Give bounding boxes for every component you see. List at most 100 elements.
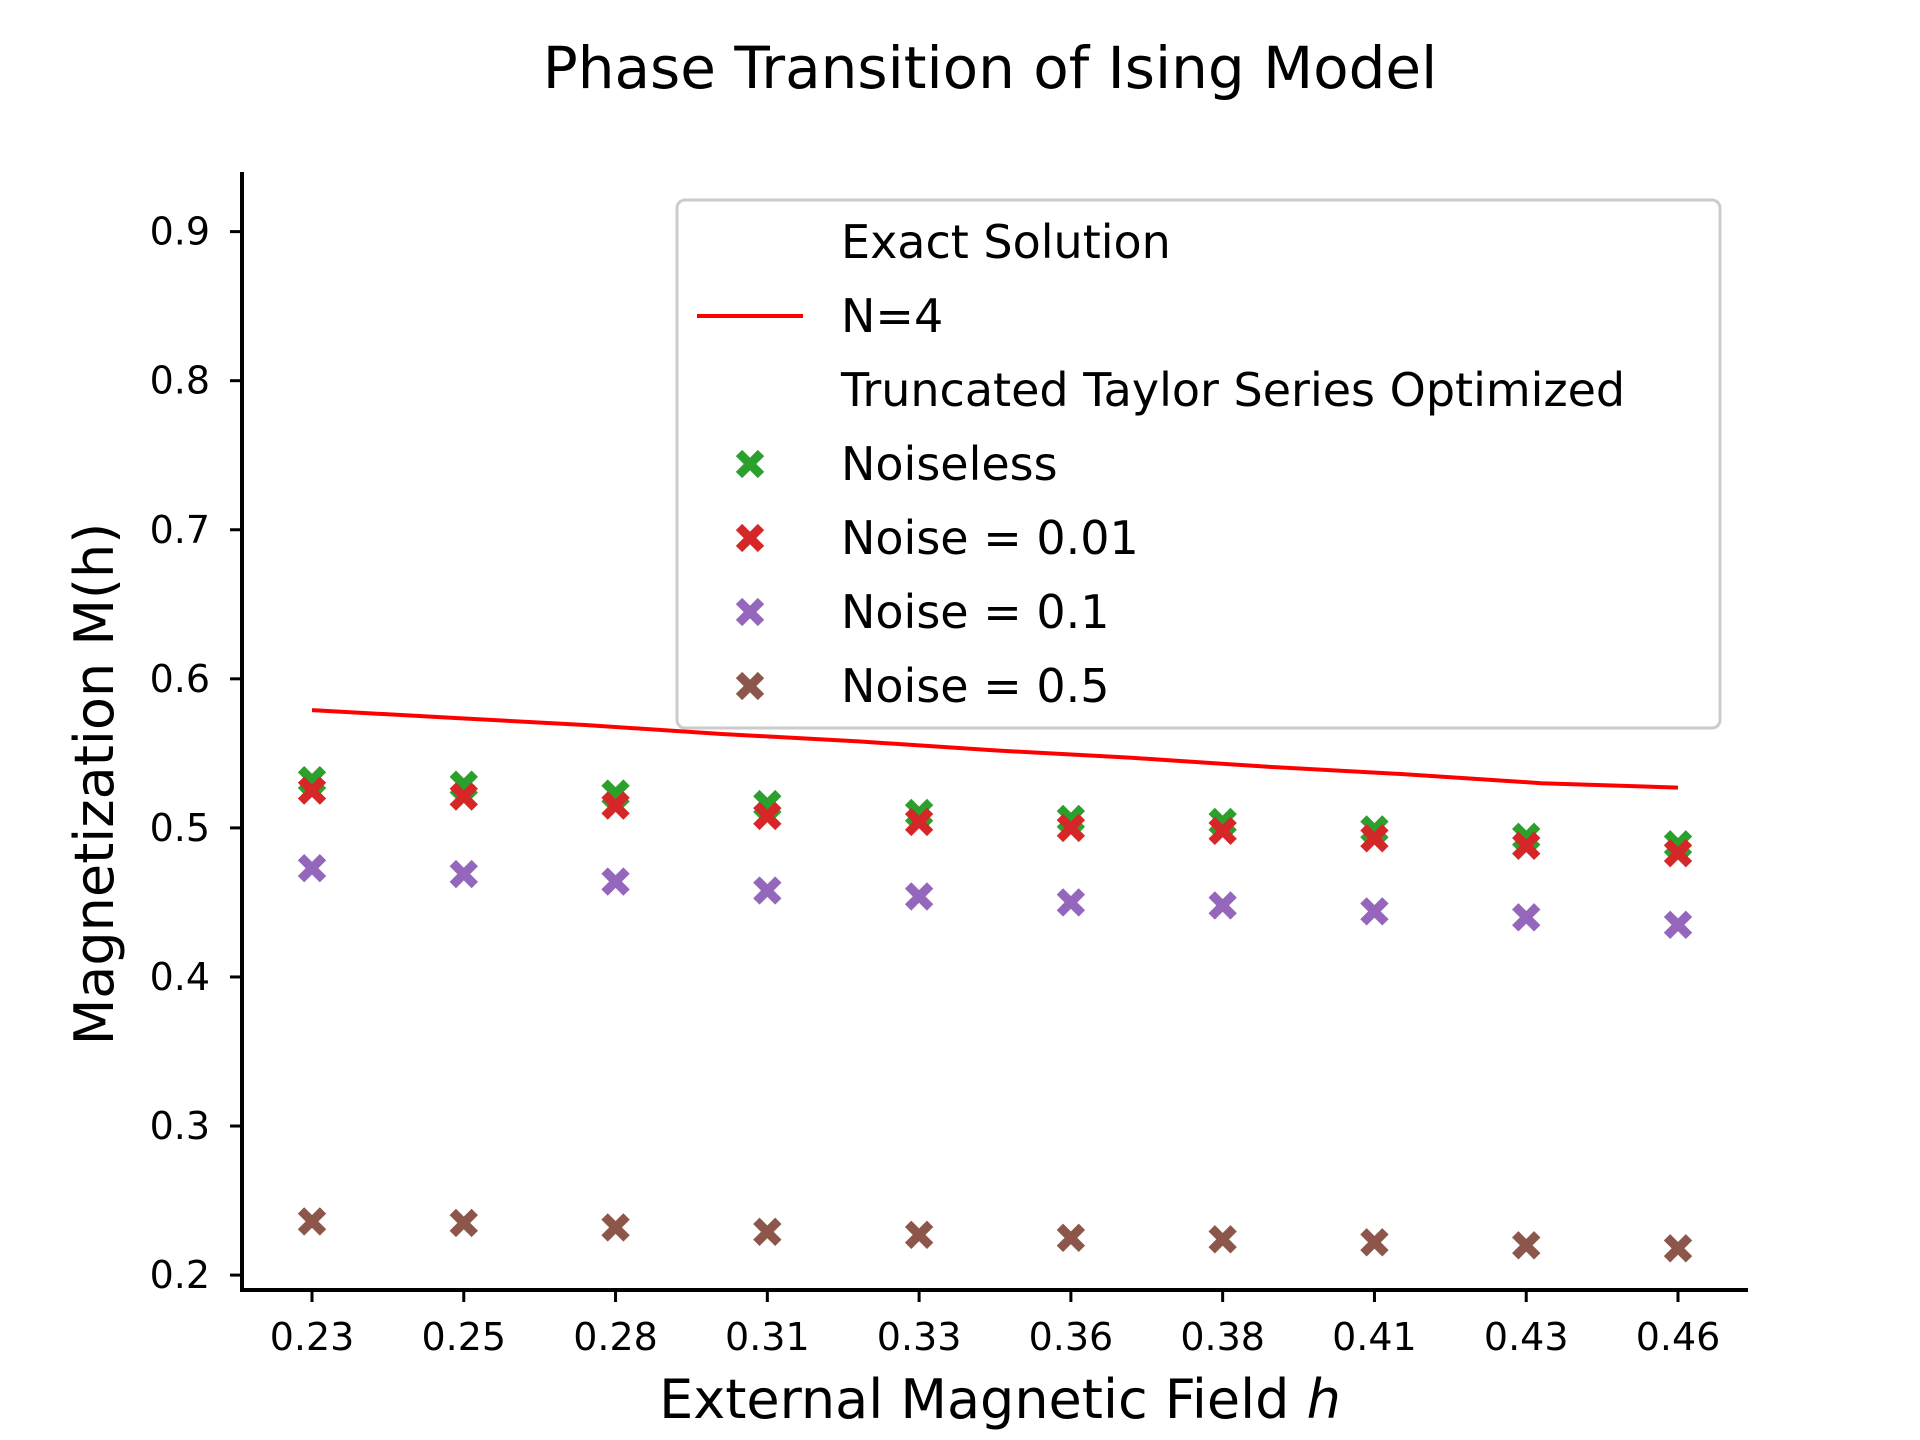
scatter-point-series-1 <box>904 807 934 837</box>
scatter-point-series-1-stroke-b <box>1056 813 1086 843</box>
scatter-point-series-3-stroke-b <box>1663 1234 1693 1263</box>
x-tick-label: 0.23 <box>270 1315 355 1359</box>
scatter-point-series-2-stroke-b <box>753 876 782 905</box>
series-line-n4 <box>311 708 1679 790</box>
scatter-point-series-1 <box>1360 824 1389 853</box>
scatter-point-series-3-stroke-b <box>1360 1228 1389 1257</box>
scatter-point-series-2 <box>1360 897 1389 926</box>
legend-marker-swatch <box>735 671 765 701</box>
x-axis-ticks: 0.23 0.25 0.28 0.31 0.33 0.36 0.38 0.41 0.43 0.46 <box>270 1290 1721 1359</box>
scatter-point-series-3 <box>1208 1225 1237 1254</box>
scatter-point-series-2 <box>1512 903 1541 932</box>
scatter-point-series-3 <box>601 1213 630 1242</box>
scatter-point-series-2-stroke-b <box>1360 897 1389 926</box>
y-tick-label: 0.3 <box>150 1104 210 1148</box>
scatter-point-series-3 <box>904 1220 934 1250</box>
y-tick-label: 0.2 <box>150 1253 210 1297</box>
legend-group-header: Truncated Taylor Series Optimized <box>840 363 1625 417</box>
legend-marker-swatch <box>735 523 765 553</box>
scatter-point-series-2 <box>1056 888 1086 917</box>
scatter-point-series-3-stroke-b <box>601 1213 630 1242</box>
legend-marker-swatch <box>735 597 765 627</box>
scatter-point-series-2 <box>753 876 782 905</box>
x-axis-label-var: h <box>1307 1368 1341 1431</box>
scatter-point-series-1-stroke-b <box>753 801 782 831</box>
scatter-point-series-3-stroke-b <box>449 1208 478 1238</box>
scatter-point-series-1 <box>601 791 630 820</box>
chart-title: Phase Transition of Ising Model <box>543 34 1437 102</box>
scatter-point-series-3 <box>297 1207 327 1236</box>
y-tick-label: 0.5 <box>150 806 210 850</box>
scatter-point-series-3 <box>753 1217 782 1247</box>
scatter-point-series-1-stroke-b <box>1663 839 1693 868</box>
scatter-point-series-3 <box>449 1208 478 1238</box>
scatter-point-series-3-stroke-b <box>1208 1225 1237 1254</box>
scatter-point-series-2-stroke-b <box>1056 888 1086 917</box>
scatter-point-series-1 <box>1512 831 1541 860</box>
scatter-point-series-3-stroke-b <box>1056 1223 1086 1253</box>
scatter-point-series-2 <box>1663 910 1693 939</box>
x-tick-label: 0.43 <box>1484 1315 1569 1359</box>
scatter-point-series-2-stroke-b <box>1663 910 1693 939</box>
scatter-point-series-1 <box>449 782 478 811</box>
scatter-point-series-1 <box>1056 813 1086 843</box>
legend-entry-label: Noise = 0.5 <box>841 659 1110 713</box>
x-tick-label: 0.28 <box>573 1315 658 1359</box>
scatter-point-series-1-stroke-b <box>1208 816 1237 846</box>
scatter-point-series-3-stroke-b <box>1512 1231 1541 1260</box>
scatter-point-series-2-stroke-b <box>1208 891 1237 920</box>
scatter-point-series-1 <box>753 801 782 831</box>
x-tick-label: 0.33 <box>877 1315 962 1359</box>
scatter-point-series-1-stroke-b <box>904 807 934 837</box>
scatter-point-series-2 <box>601 867 630 896</box>
scatter-point-series-3 <box>1360 1228 1389 1257</box>
scatter-point-series-1 <box>297 776 327 805</box>
legend-group-header: Exact Solution <box>841 215 1171 269</box>
x-tick-label: 0.25 <box>421 1315 506 1359</box>
y-tick-label: 0.6 <box>150 657 210 701</box>
x-tick-label: 0.41 <box>1332 1315 1417 1359</box>
scatter-point-series-3-stroke-b <box>297 1207 327 1236</box>
y-tick-label: 0.4 <box>150 955 210 999</box>
legend: Exact Solution N=4 Truncated Taylor Series… <box>675 198 1722 730</box>
scatter-point-series-3 <box>1056 1223 1086 1253</box>
scatter-point-series-1-stroke-b <box>449 782 478 811</box>
x-tick-label: 0.31 <box>725 1315 810 1359</box>
legend-marker-swatch-stroke-b <box>735 523 765 553</box>
legend-marker-swatch-stroke-b <box>735 671 765 701</box>
scatter-point-series-3 <box>1512 1231 1541 1260</box>
scatter-point-series-2-stroke-b <box>297 853 327 883</box>
scatter-point-series-2-stroke-b <box>601 867 630 896</box>
scatter-point-series-1-stroke-b <box>1360 824 1389 853</box>
x-tick-label: 0.36 <box>1029 1315 1114 1359</box>
scatter-point-series-2 <box>1208 891 1237 920</box>
legend-entry-label: Noise = 0.01 <box>841 511 1139 565</box>
scatter-point-series-2 <box>449 859 478 889</box>
legend-marker-swatch-stroke-b <box>735 597 765 627</box>
x-axis-label: External Magnetic Field h <box>659 1368 1341 1431</box>
scatter-point-series-2-stroke-b <box>904 882 934 911</box>
legend-frame <box>675 198 1722 730</box>
legend-entry-label: Noiseless <box>841 437 1058 491</box>
scatter-point-series-1 <box>1208 816 1237 846</box>
scatter-point-series-1-stroke-b <box>601 791 630 820</box>
x-tick-label: 0.46 <box>1636 1315 1721 1359</box>
legend-entry-label: Noise = 0.1 <box>841 585 1110 639</box>
scatter-point-series-1-stroke-b <box>1512 831 1541 860</box>
scatter-point-series-3-stroke-b <box>753 1217 782 1247</box>
scatter-point-series-3 <box>1663 1234 1693 1263</box>
y-tick-label: 0.9 <box>150 210 210 254</box>
y-tick-label: 0.8 <box>150 359 210 403</box>
plot-area <box>297 708 1693 1263</box>
y-axis-label: Magnetization M(h) <box>63 523 126 1046</box>
scatter-point-series-3-stroke-b <box>904 1220 934 1250</box>
scatter-point-series-1-stroke-b <box>297 776 327 805</box>
y-axis-ticks: 0.2 0.3 0.4 0.5 0.6 0.7 0.8 0.9 <box>150 210 242 1297</box>
scatter-point-series-2-stroke-b <box>449 859 478 889</box>
x-axis-label-text: External Magnetic Field <box>659 1368 1289 1431</box>
legend-marker-swatch <box>735 449 765 479</box>
scatter-point-series-2 <box>904 882 934 911</box>
y-tick-label: 0.7 <box>150 508 210 552</box>
scatter-point-series-2-stroke-b <box>1512 903 1541 932</box>
